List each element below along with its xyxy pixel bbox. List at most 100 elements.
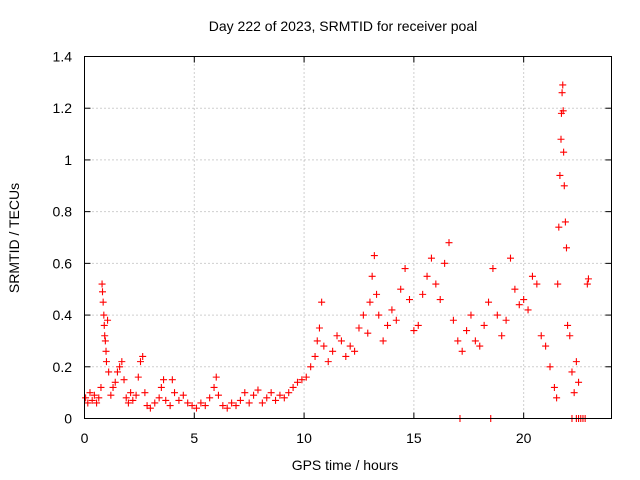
data-point	[90, 391, 98, 399]
data-point	[502, 316, 510, 324]
data-point	[480, 321, 488, 329]
data-point	[414, 321, 422, 329]
data-point	[263, 394, 271, 402]
y-tick-label: 1	[64, 152, 72, 168]
plot-frame	[84, 56, 612, 419]
data-point	[307, 363, 315, 371]
data-point	[401, 265, 409, 273]
data-point	[151, 399, 159, 407]
data-point	[289, 383, 297, 391]
x-tick-label: 10	[296, 430, 312, 446]
data-point	[560, 148, 568, 156]
data-point	[132, 391, 140, 399]
grid-layer	[84, 56, 612, 419]
y-tick-label: 0	[64, 411, 72, 427]
data-point	[95, 394, 103, 402]
data-point	[373, 290, 381, 298]
data-point	[102, 358, 110, 366]
data-point	[392, 316, 400, 324]
data-point	[101, 332, 109, 340]
chart-title: Day 222 of 2023, SRMTID for receiver poa…	[209, 18, 477, 34]
data-point	[168, 376, 176, 384]
data-point	[139, 352, 147, 360]
data-point	[511, 285, 519, 293]
data-point	[88, 396, 96, 404]
data-point	[485, 298, 493, 306]
data-point	[175, 396, 183, 404]
data-point	[212, 373, 220, 381]
data-point	[214, 391, 222, 399]
data-point	[329, 347, 337, 355]
data-point	[564, 321, 572, 329]
data-point	[127, 389, 135, 397]
data-point	[315, 324, 323, 332]
data-point	[184, 399, 192, 407]
data-point	[101, 337, 109, 345]
x-tick-label: 15	[406, 430, 422, 446]
data-point	[506, 254, 514, 262]
data-point	[572, 358, 580, 366]
data-point	[320, 342, 328, 350]
data-point	[100, 321, 108, 329]
data-point	[384, 321, 392, 329]
y-tick-label: 0.8	[53, 204, 73, 220]
data-point	[162, 396, 170, 404]
data-point	[562, 244, 570, 252]
data-point	[333, 332, 341, 340]
x-tick-label: 0	[81, 430, 89, 446]
data-point	[276, 391, 284, 399]
data-point	[524, 306, 532, 314]
data-point	[463, 327, 471, 335]
data-point	[293, 378, 301, 386]
data-point	[584, 275, 592, 283]
data-point	[236, 396, 244, 404]
data-point	[272, 396, 280, 404]
data-point	[97, 383, 105, 391]
data-point	[302, 373, 310, 381]
data-point	[120, 376, 128, 384]
data-point	[141, 389, 149, 397]
data-point	[254, 386, 262, 394]
data-point	[210, 383, 218, 391]
data-point	[366, 298, 374, 306]
data-point	[124, 399, 132, 407]
data-point	[542, 342, 550, 350]
data-point	[566, 332, 574, 340]
data-points	[82, 81, 592, 422]
data-point	[245, 399, 253, 407]
data-point	[441, 259, 449, 267]
data-point	[116, 363, 124, 371]
data-point	[546, 363, 554, 371]
y-tick-label: 0.2	[53, 359, 73, 375]
data-point	[280, 394, 288, 402]
data-point	[359, 311, 367, 319]
data-point	[311, 352, 319, 360]
data-point	[405, 296, 413, 304]
data-point	[313, 337, 321, 345]
data-point	[86, 389, 94, 397]
data-point	[267, 389, 275, 397]
data-point	[118, 358, 126, 366]
axes-layer: 0 5 10 15 20 0 0.2 0.4 0.6 0.8 1 1.2 1.4	[53, 49, 612, 446]
data-point	[324, 358, 332, 366]
y-tick-label: 0.6	[53, 255, 73, 271]
data-point	[171, 389, 179, 397]
data-point	[107, 391, 115, 399]
data-point	[351, 347, 359, 355]
data-point	[84, 399, 92, 407]
data-point	[241, 389, 249, 397]
data-point	[436, 296, 444, 304]
data-point	[520, 296, 528, 304]
data-point	[134, 373, 142, 381]
data-point	[583, 280, 591, 288]
data-point	[561, 218, 569, 226]
data-point	[201, 402, 209, 410]
data-point	[554, 280, 562, 288]
data-point	[368, 272, 376, 280]
data-point	[318, 298, 326, 306]
data-point	[476, 342, 484, 350]
y-tick-label: 1.2	[53, 100, 73, 116]
data-point	[146, 404, 154, 412]
data-point	[375, 311, 383, 319]
data-point	[550, 383, 558, 391]
